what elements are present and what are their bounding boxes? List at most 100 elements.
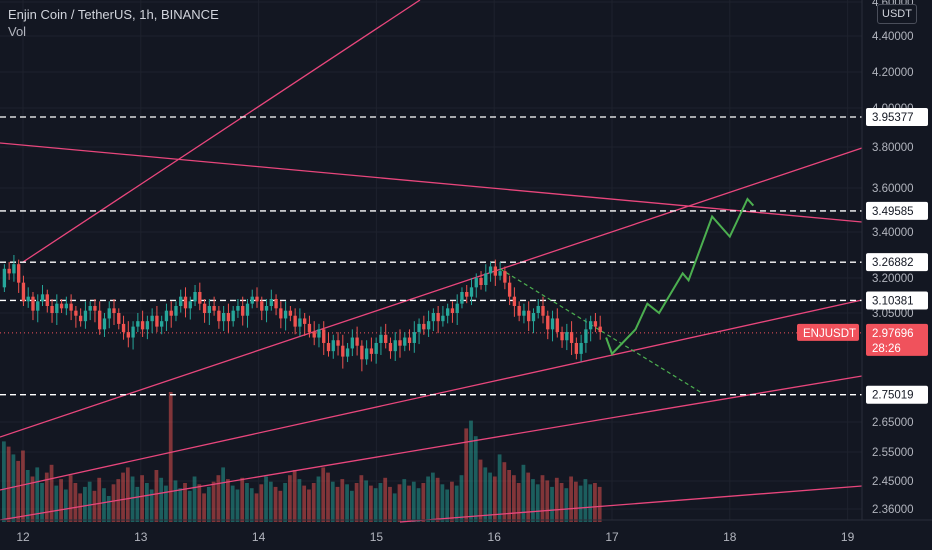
candle-body: [374, 342, 378, 354]
volume-bar: [16, 460, 21, 522]
volume-bar: [197, 484, 202, 522]
volume-label: Vol: [8, 24, 27, 39]
volume-bar: [578, 485, 583, 522]
candle-body: [112, 308, 116, 313]
candle-body: [326, 342, 331, 352]
volume-bar: [540, 475, 545, 522]
volume-bar: [302, 485, 307, 522]
candle-body: [403, 337, 407, 346]
candle-body: [465, 292, 469, 297]
candle-body: [460, 292, 464, 304]
candle-body: [441, 315, 445, 322]
volume-bar: [597, 486, 602, 522]
candle-body: [484, 273, 488, 285]
candle-body: [331, 340, 335, 352]
candle-body: [250, 296, 254, 304]
candle-body: [550, 318, 555, 330]
volume-bar: [97, 477, 102, 522]
price-level-label-box: [866, 291, 928, 310]
candle-body: [245, 303, 250, 316]
volume-bar: [497, 454, 502, 522]
volume-bar: [106, 496, 111, 522]
candle-body: [598, 326, 602, 333]
current-price-badge: [866, 323, 928, 356]
candle-body: [522, 310, 526, 316]
candle-body: [279, 308, 283, 319]
volume-bar: [149, 489, 154, 522]
volume-bar: [206, 486, 211, 522]
trendline[interactable]: [22, 0, 421, 263]
volume-bar: [588, 484, 593, 522]
trendline[interactable]: [0, 375, 863, 521]
price-axis-tick: 4.20000: [872, 67, 914, 79]
candle-body: [584, 329, 588, 343]
volume-bar: [593, 483, 597, 522]
trendline[interactable]: [0, 147, 863, 438]
volume-bar: [144, 483, 149, 522]
candle-body: [488, 266, 493, 274]
volume-bar: [450, 481, 454, 522]
volume-bar: [102, 488, 106, 522]
candle-body: [317, 329, 321, 338]
volume-bar: [421, 483, 426, 522]
symbol-title: Enjin Coin / TetherUS, 1h, BINANCE: [8, 7, 219, 22]
price-axis-background: [862, 0, 932, 550]
volume-bar: [550, 486, 554, 522]
candle-body: [393, 340, 397, 352]
candle-body: [40, 294, 45, 302]
volume-bar: [402, 479, 407, 522]
candle-body: [336, 340, 340, 346]
volume-bar: [35, 467, 40, 522]
volume-bar: [521, 464, 526, 522]
volume-bar: [49, 464, 54, 522]
candle-body: [474, 278, 478, 288]
price-level-label: 2.75019: [872, 390, 914, 402]
candle-body: [312, 332, 316, 338]
candle-body: [293, 315, 297, 327]
projection-path[interactable]: [605, 197, 755, 356]
price-level-label: 3.95377: [872, 112, 914, 124]
volume-bar: [216, 475, 221, 522]
candle-body: [145, 321, 150, 330]
time-axis-tick: 13: [134, 530, 148, 544]
volume-bar: [526, 472, 531, 522]
candle-body: [169, 310, 173, 316]
volume-bar: [407, 485, 411, 522]
candle-body: [255, 296, 259, 302]
candle-body: [140, 321, 145, 330]
candle-body: [26, 296, 30, 302]
time-axis-tick: 17: [605, 530, 619, 544]
candle-body: [512, 296, 517, 306]
volume-bar: [335, 486, 340, 522]
candle-body: [236, 306, 240, 311]
trendline[interactable]: [399, 485, 863, 523]
volume-bar: [583, 479, 588, 522]
volume-bar: [454, 485, 459, 522]
volume-bar: [135, 486, 140, 522]
volume-bar: [25, 470, 30, 522]
candle-body: [98, 310, 102, 330]
volume-bar: [240, 477, 245, 522]
candle-body: [50, 306, 54, 313]
volume-bar: [430, 472, 435, 522]
trendline[interactable]: [0, 142, 863, 223]
volume-bar: [531, 479, 535, 522]
symbol-badge: [797, 323, 859, 341]
candle-body: [593, 321, 598, 327]
candle-body: [17, 264, 21, 283]
candle-body: [369, 348, 374, 354]
candle-body: [126, 332, 130, 338]
volume-bar: [378, 483, 383, 522]
price-level-label: 3.10381: [872, 295, 914, 307]
currency-selector[interactable]: USDT: [877, 4, 917, 24]
volume-bar: [73, 483, 78, 522]
candle-body: [83, 310, 88, 322]
candle-body: [407, 337, 412, 343]
volume-bar: [287, 475, 292, 522]
candle-body: [345, 348, 350, 357]
price-level-label-box: [866, 253, 928, 272]
volume-bar: [469, 420, 473, 522]
candle-body: [212, 306, 216, 311]
candle-body: [174, 306, 178, 316]
